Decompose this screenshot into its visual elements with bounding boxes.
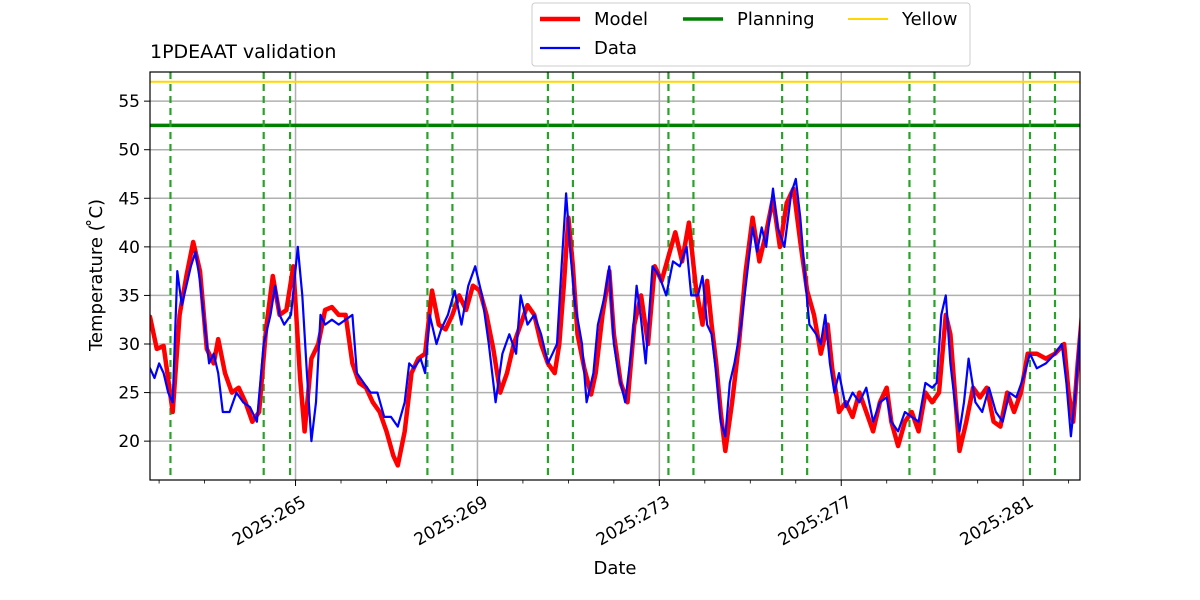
legend-label-yellow: Yellow [901,9,957,30]
y-axis: 20 25 30 35 40 45 50 55 [118,92,150,452]
legend-label-planning: Planning [737,9,815,30]
data-series-line [150,177,1080,443]
y-tick-label: 20 [118,432,140,452]
x-tick-label: 2025:277 [775,492,856,550]
y-tick-label: 35 [118,286,140,306]
y-tick-label: 40 [118,238,140,258]
y-axis-label: Temperature ( ̊C) [86,199,107,352]
y-tick-label: 25 [118,384,140,404]
axes-frame [149,71,1081,481]
legend-label-model: Model [594,9,648,30]
y-tick-label: 55 [118,92,140,112]
y-tick-label: 30 [118,335,140,355]
legend: Model Data Planning Yellow [531,2,971,67]
legend-label-data: Data [594,38,637,59]
threshold-lines [150,80,1080,128]
x-axis: 2025:265 2025:269 2025:273 2025:277 2025:281 [158,480,1070,550]
y-tick-label: 45 [118,189,140,209]
chart-title: 1PDEAAT validation [150,41,336,63]
y-tick-label: 50 [118,141,140,161]
x-axis-label: Date [593,558,636,579]
x-tick-label: 2025:269 [411,492,492,550]
x-tick-label: 2025:281 [957,492,1038,550]
series [150,177,1080,468]
x-tick-label: 2025:273 [593,492,674,550]
x-tick-label: 2025:265 [229,492,310,550]
